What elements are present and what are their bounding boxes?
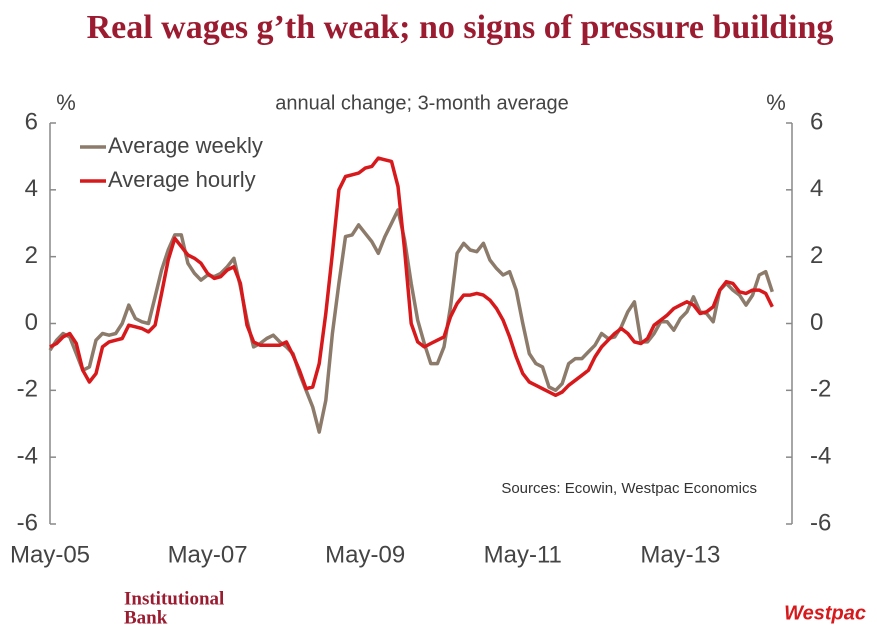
source: Sources: Ecowin, Westpac Economics [501,480,757,497]
x-tick-label: May-11 [484,541,562,568]
y-tick-label: 4 [25,175,38,202]
legend-label: Average hourly [108,167,256,192]
series-line [48,208,774,434]
brand-line: Institutional [124,588,224,609]
subtitle: annual change; 3-month average [275,92,569,114]
y2-tick-label: 2 [810,242,823,269]
x-tick-label: May-05 [10,541,90,568]
y2-tick-label: 4 [810,175,823,202]
y2-tick-label: -4 [810,443,831,470]
y2-unit: % [766,90,786,115]
series-line [49,156,774,398]
y-tick-label: -4 [17,443,38,470]
y2-tick-label: 6 [810,108,823,135]
legend-label: Average weekly [108,133,263,158]
x-tick-label: May-09 [325,541,405,568]
y-tick-label: 2 [25,242,38,269]
x-tick-label: May-07 [168,541,248,568]
y-tick-label: -6 [17,509,38,536]
y-tick-label: 0 [25,309,38,336]
y2-tick-label: 0 [810,309,823,336]
chart-title: Real wages g’th weak; no signs of pressu… [87,9,834,46]
brand-line: Bank [124,607,168,628]
logo: Westpac [784,602,866,624]
x-tick-label: May-13 [640,541,720,568]
y-tick-label: -2 [17,376,38,403]
y-tick-label: 6 [25,108,38,135]
y-unit: % [56,90,76,115]
y2-tick-label: -6 [810,509,831,536]
y2-tick-label: -2 [810,376,831,403]
